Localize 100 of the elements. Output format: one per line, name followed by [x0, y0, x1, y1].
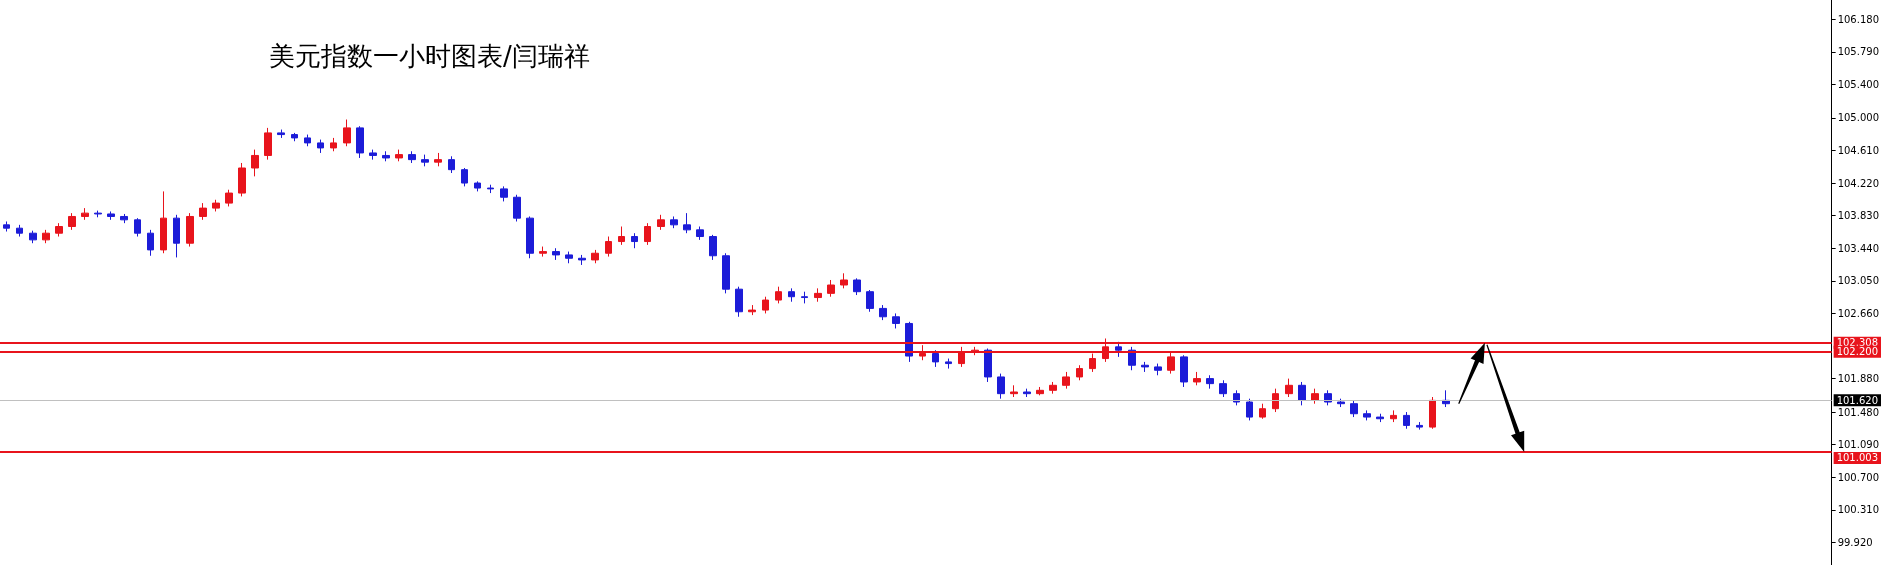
- y-tick-label: 102.660: [1837, 307, 1880, 319]
- y-tick-label: 103.440: [1837, 242, 1880, 254]
- candlestick: [408, 150, 416, 164]
- candlestick: [94, 210, 102, 218]
- y-tick-label: 103.050: [1837, 275, 1880, 287]
- candlestick: [81, 207, 89, 221]
- candlestick: [945, 358, 952, 370]
- y-tick-label: 101.480: [1837, 406, 1880, 418]
- candlestick: [748, 304, 756, 316]
- candlestick: [1390, 409, 1397, 423]
- candlestick: [552, 247, 560, 261]
- candlestick: [1429, 396, 1436, 430]
- candlestick: [1193, 371, 1201, 386]
- candlestick: [879, 304, 887, 321]
- candlestick: [1233, 389, 1240, 406]
- candlestick: [225, 189, 233, 207]
- candlestick: [788, 287, 795, 303]
- candlestick: [762, 296, 769, 314]
- text: 美元指数一小时图表/闫瑞祥: [269, 41, 590, 71]
- y-tick-label: 105.000: [1837, 112, 1880, 124]
- candlestick: [539, 246, 547, 258]
- candlestick: [395, 149, 403, 162]
- candlestick: [382, 150, 390, 162]
- candlestick: [1298, 381, 1306, 406]
- y-tick-label: 101.880: [1837, 373, 1880, 385]
- candlestick: [892, 312, 900, 329]
- candlestick: [526, 215, 534, 259]
- ref-line-label: 101.003: [1836, 452, 1879, 464]
- candlestick: [932, 349, 939, 368]
- y-tick-label: 106.180: [1837, 13, 1880, 25]
- candlestick: [866, 289, 874, 313]
- candlestick: [3, 220, 10, 233]
- candlestick: [775, 286, 782, 304]
- y-tick-label: 100.310: [1837, 504, 1880, 516]
- candlestick: [212, 199, 220, 212]
- candlestick: [1363, 409, 1371, 421]
- candlestick: [631, 232, 638, 249]
- candlestick: [16, 224, 23, 238]
- candlestick: [1010, 384, 1018, 398]
- y-tick-label: 104.610: [1837, 144, 1880, 156]
- candlestick: [304, 134, 311, 147]
- candlestick: [1324, 389, 1332, 406]
- ref-line-label: 102.308: [1836, 337, 1879, 349]
- y-tick-label: 105.790: [1837, 46, 1880, 58]
- candlestick: [1062, 371, 1070, 390]
- candlestick: [513, 194, 521, 222]
- candlestick: [853, 277, 861, 296]
- candlestick: [1376, 413, 1384, 423]
- y-tick-label: 100.700: [1837, 471, 1880, 483]
- candlestick: [1272, 388, 1279, 413]
- candlestick: [997, 373, 1005, 400]
- candlestick: [814, 287, 822, 303]
- candlestick: [801, 291, 808, 304]
- candlestick: [474, 180, 481, 192]
- candlestick: [1259, 403, 1266, 420]
- candlestick: [591, 249, 599, 264]
- candlestick: [840, 272, 848, 289]
- candlestick: [1115, 341, 1122, 358]
- candlestick: [448, 155, 455, 174]
- candlestick: [735, 286, 743, 318]
- y-tick-label: 105.400: [1837, 78, 1880, 90]
- candlestick: [434, 152, 442, 167]
- candlestick: [565, 251, 573, 264]
- candlestick: [722, 252, 730, 294]
- candlestick: [55, 222, 63, 238]
- candlestick: [709, 234, 717, 261]
- ref-line-label: 102.200: [1836, 346, 1879, 358]
- candlestick: [160, 190, 167, 254]
- candlestick: [1416, 421, 1423, 431]
- candlestick: [277, 129, 285, 139]
- candlestick: [42, 229, 50, 244]
- candlestick: [1246, 398, 1253, 421]
- candlestick: [1154, 363, 1162, 376]
- candlestick: [68, 212, 76, 231]
- candlestick: [107, 210, 115, 221]
- candlestick: [1180, 354, 1188, 388]
- candlestick: [1350, 399, 1358, 418]
- candlestick: [134, 217, 141, 238]
- candlestick: [186, 212, 194, 248]
- candlestick: [500, 185, 508, 202]
- candlestick: [1049, 381, 1057, 395]
- candlestick: [251, 149, 259, 177]
- candlestick: [984, 348, 992, 383]
- candlestick: [605, 236, 612, 258]
- candlestick: [618, 226, 625, 246]
- candlestick: [1311, 388, 1319, 405]
- y-tick-label: 101.090: [1837, 439, 1880, 451]
- candlestick: [147, 229, 154, 257]
- candlestick: [696, 226, 704, 241]
- candlestick: [291, 132, 298, 142]
- candlestick: [827, 279, 835, 298]
- candlestick: [238, 162, 246, 197]
- candlestick: [173, 214, 180, 258]
- candlestick: [644, 222, 651, 246]
- candlestick: [1403, 411, 1410, 430]
- candlestick: [487, 184, 494, 194]
- candlestick: [578, 254, 586, 266]
- candlestick: [1023, 388, 1031, 398]
- candlestick: [356, 125, 364, 159]
- candlestick: [670, 215, 678, 229]
